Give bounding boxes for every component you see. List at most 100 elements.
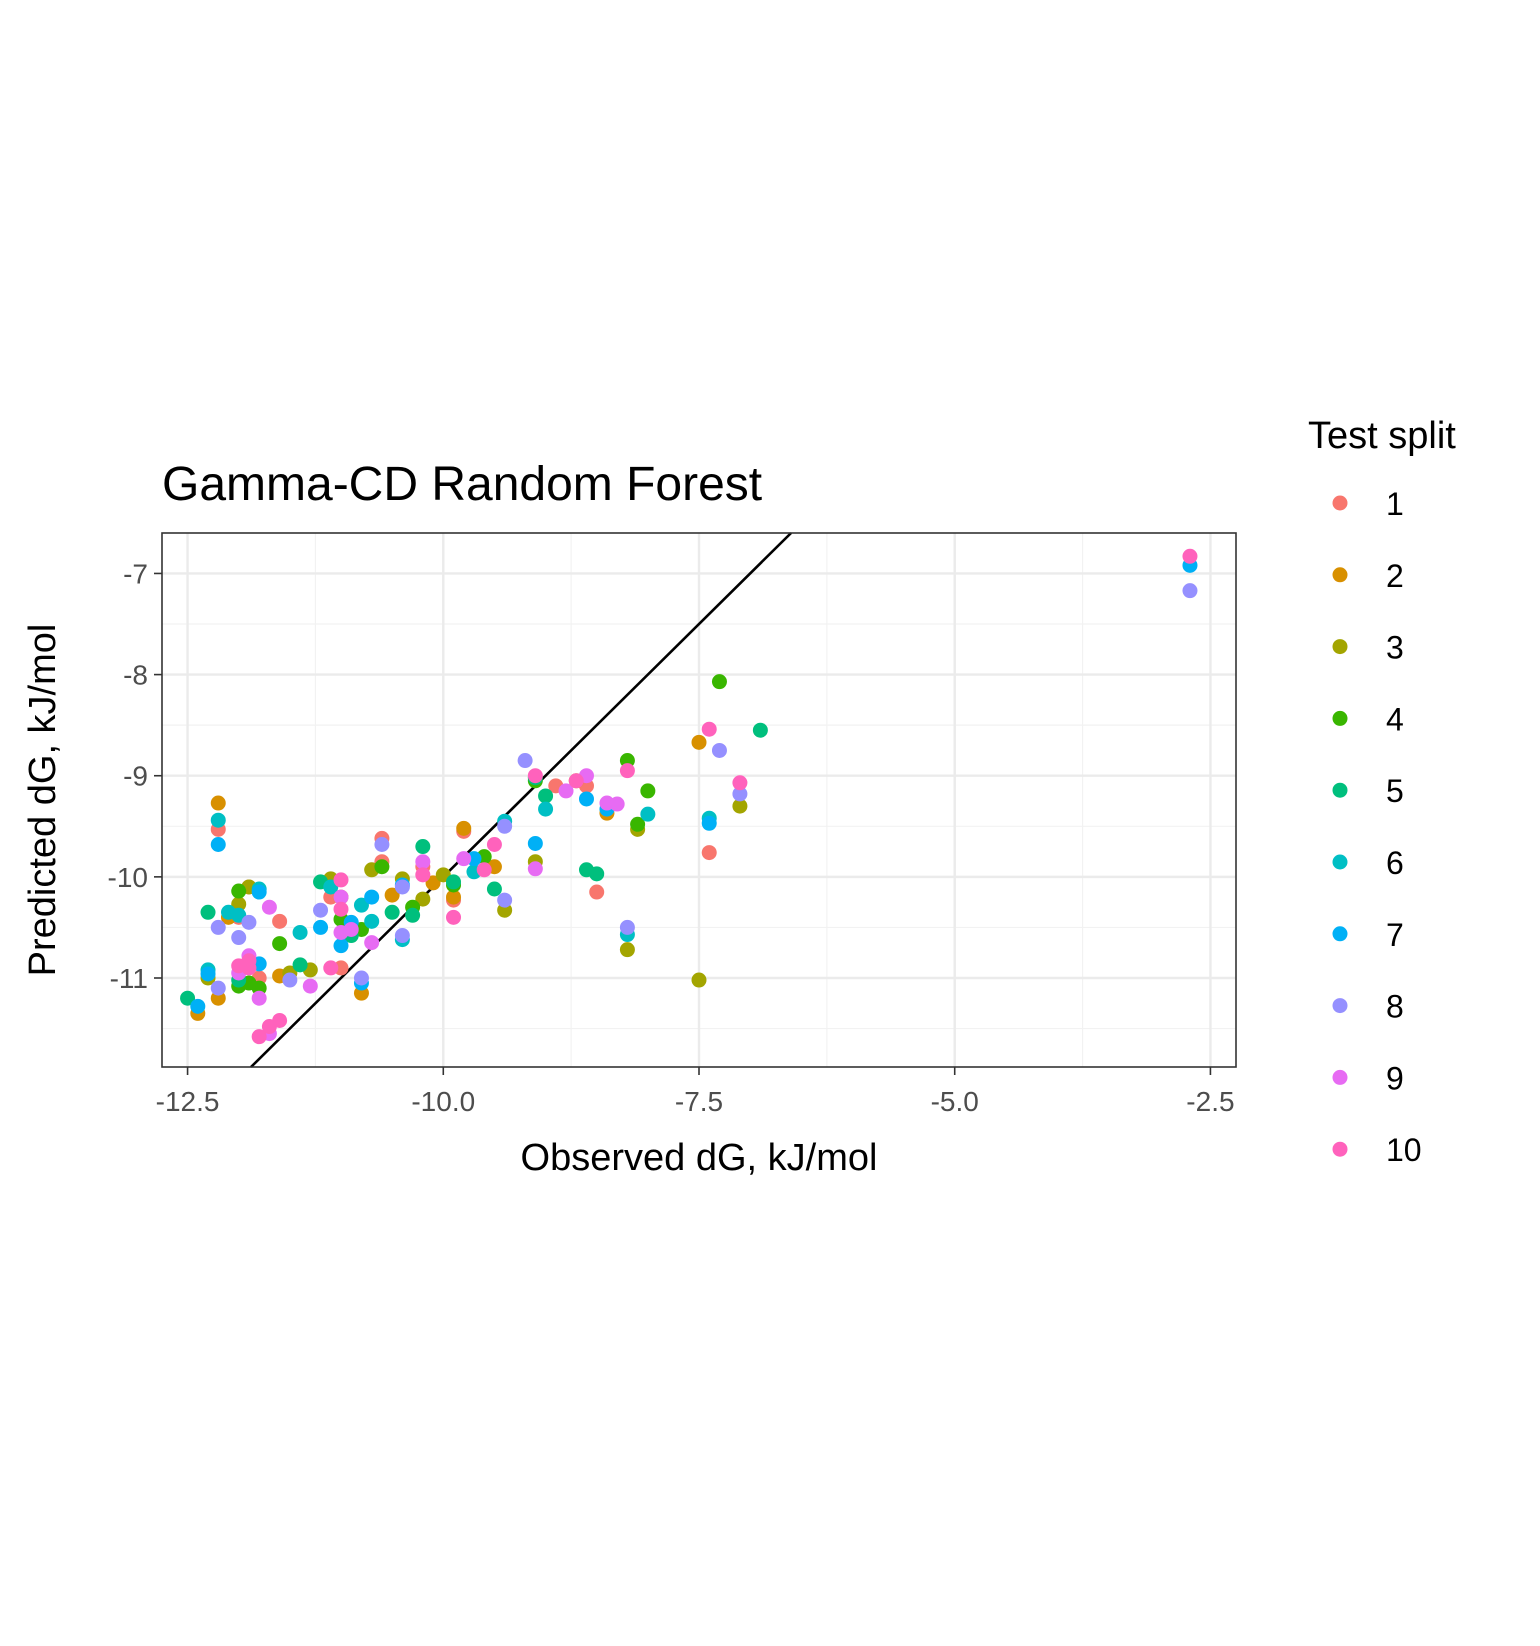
y-tick-label: -11: [110, 963, 148, 994]
data-point-split-7: [527, 835, 543, 851]
data-point-split-10: [251, 1029, 267, 1045]
data-point-split-6: [538, 801, 554, 817]
data-point-split-8: [497, 818, 513, 834]
data-point-split-9: [343, 921, 359, 937]
legend-label-split-4: 4: [1386, 701, 1404, 737]
data-point-split-8: [210, 980, 226, 996]
data-point-split-8: [353, 970, 369, 986]
x-tick-label: -2.5: [1186, 1086, 1234, 1117]
data-point-split-4: [272, 936, 288, 952]
data-point-split-5: [180, 990, 196, 1006]
data-point-split-2: [456, 820, 472, 836]
data-point-split-6: [353, 897, 369, 913]
legend-key-split-3: [1332, 639, 1348, 655]
data-point-split-10: [446, 909, 462, 925]
y-tick-label: -9: [123, 761, 148, 792]
data-point-split-4: [640, 783, 656, 799]
data-point-split-1: [589, 884, 605, 900]
data-point-split-4: [374, 859, 390, 875]
y-tick-label: -8: [123, 660, 148, 691]
x-tick-label: -12.5: [156, 1086, 220, 1117]
data-point-split-8: [313, 902, 329, 918]
data-point-split-9: [609, 796, 625, 812]
data-point-split-5: [446, 874, 462, 890]
legend-label-split-1: 1: [1386, 486, 1404, 522]
y-axis-title: Predicted dG, kJ/mol: [22, 624, 64, 977]
identity-reference-line: [250, 532, 792, 1068]
x-tick-label: -10.0: [411, 1086, 475, 1117]
data-point-split-10: [333, 901, 349, 917]
legend-label-split-5: 5: [1386, 773, 1404, 809]
data-point-split-3: [732, 798, 748, 814]
legend-key-split-8: [1332, 998, 1348, 1014]
legend-label-split-3: 3: [1386, 630, 1404, 666]
data-point-split-9: [456, 851, 472, 867]
legend-key-split-10: [1332, 1141, 1348, 1157]
data-point-split-8: [711, 742, 727, 758]
data-point-split-10: [619, 763, 635, 779]
data-point-split-2: [384, 887, 400, 903]
data-point-split-7: [210, 837, 226, 852]
data-point-split-8: [241, 914, 257, 930]
legend-label-split-7: 7: [1386, 917, 1404, 953]
data-point-split-6: [640, 806, 656, 822]
data-point-split-8: [619, 919, 635, 935]
data-point-split-3: [415, 891, 431, 907]
data-point-split-8: [282, 972, 298, 988]
data-point-split-7: [251, 884, 267, 900]
x-axis-title: Observed dG, kJ/mol: [521, 1137, 878, 1179]
data-point-split-3: [619, 942, 635, 958]
data-point-split-5: [486, 881, 502, 897]
data-point-split-5: [200, 904, 216, 920]
legend-key-split-4: [1332, 710, 1348, 726]
data-point-split-5: [292, 957, 308, 973]
data-point-split-10: [527, 768, 543, 784]
legend-key-split-6: [1332, 854, 1348, 870]
data-point-split-8: [1182, 583, 1198, 599]
data-point-split-7: [190, 998, 206, 1014]
data-point-split-5: [752, 722, 768, 738]
data-point-split-6: [292, 924, 308, 940]
data-point-split-7: [200, 966, 216, 982]
data-point-split-10: [568, 773, 584, 789]
data-point-split-8: [732, 786, 748, 802]
data-point-split-4: [630, 816, 646, 832]
data-point-split-6: [210, 812, 226, 828]
data-point-split-1: [701, 845, 717, 861]
legend-title: Test split: [1308, 415, 1456, 457]
data-point-split-10: [476, 862, 492, 878]
data-point-split-10: [732, 775, 748, 791]
data-point-split-10: [272, 1012, 288, 1028]
data-point-split-7: [701, 815, 717, 831]
data-point-split-10: [415, 867, 431, 883]
data-point-split-10: [1182, 548, 1198, 564]
y-axis-ticks: -7 -8 -9 -10 -11: [108, 558, 162, 994]
data-point-split-10: [701, 721, 717, 737]
data-point-split-2: [691, 734, 707, 750]
data-point-split-9: [415, 854, 431, 870]
data-point-split-8: [517, 753, 533, 769]
data-point-split-8: [394, 879, 410, 895]
data-point-split-2: [210, 795, 226, 811]
data-point-split-2: [425, 875, 441, 891]
data-point-split-1: [272, 913, 288, 929]
data-point-split-4: [231, 883, 247, 899]
legend-label-split-6: 6: [1386, 845, 1404, 881]
data-point-split-9: [558, 783, 574, 799]
data-point-split-9: [333, 889, 349, 905]
data-point-split-9: [261, 899, 277, 915]
legend-key-split-2: [1332, 567, 1348, 583]
data-point-split-5: [405, 907, 421, 923]
data-point-split-6: [364, 913, 380, 929]
legend-key-split-1: [1332, 495, 1348, 511]
data-point-split-10: [486, 837, 502, 852]
data-point-split-7: [578, 791, 594, 807]
data-point-split-9: [527, 861, 543, 877]
data-point-split-8: [374, 837, 390, 852]
data-point-split-5: [415, 839, 431, 855]
y-tick-label: -7: [123, 558, 148, 589]
legend: 1 2 3 4 5 6 7 8 9 10: [1332, 486, 1422, 1168]
legend-key-split-7: [1332, 926, 1348, 942]
x-tick-label: -5.0: [931, 1086, 979, 1117]
